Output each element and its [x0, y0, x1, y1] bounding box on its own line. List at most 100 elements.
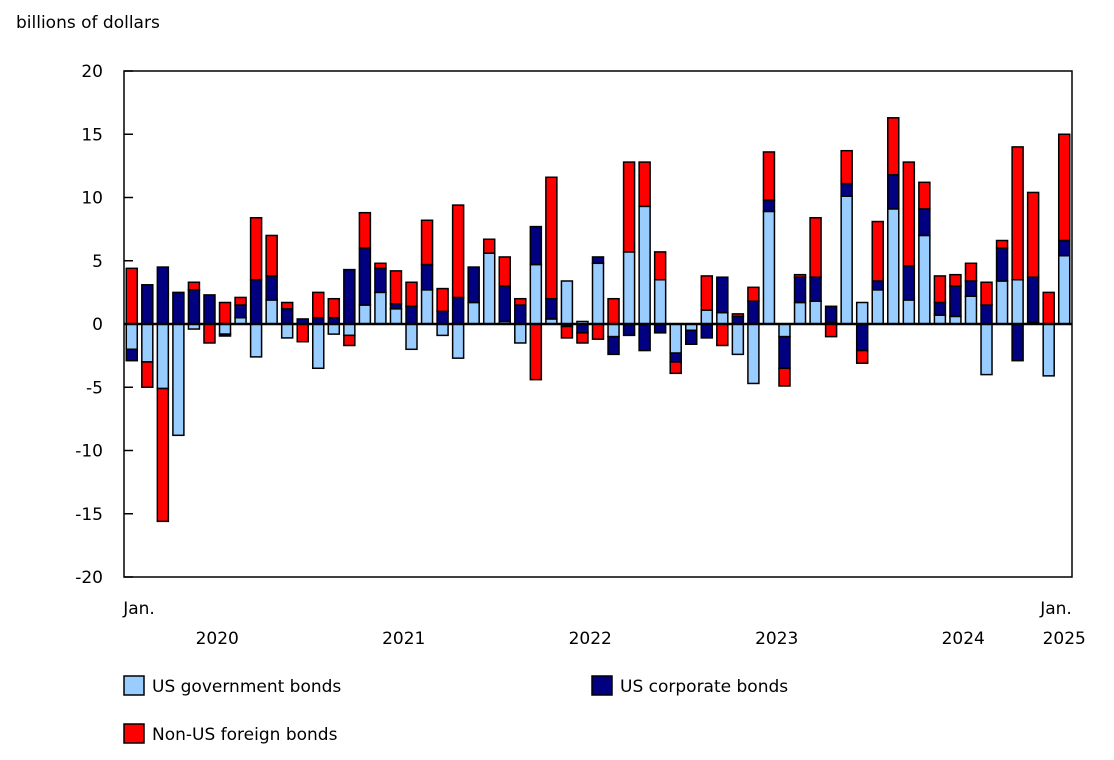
bar-segment-2023-12-us-government-bonds	[855, 301, 869, 325]
bar-segment-2021-10-us-corporate-bonds	[451, 296, 465, 325]
bar-segment-2025-01-us-government-bonds	[1057, 254, 1071, 325]
x-year-label: 2021	[382, 629, 425, 649]
bar-segment-2023-02-us-corporate-bonds	[700, 323, 714, 339]
bar-segment-2020-10-non-us-foreign-bonds	[265, 234, 278, 277]
bar-segment-2021-06-us-corporate-bonds	[389, 303, 403, 310]
bar-segment-2021-02-non-us-foreign-bonds	[327, 297, 341, 319]
bar-segment-2022-07-non-us-foreign-bonds	[591, 323, 605, 340]
bar-segment-2024-02-us-corporate-bonds	[887, 173, 900, 210]
bar-segment-2022-10-us-corporate-bonds	[638, 323, 651, 352]
bar-segment-2022-11-us-government-bonds	[653, 278, 667, 325]
bar-segment-2021-04-non-us-foreign-bonds	[358, 211, 372, 249]
bar-segment-2021-10-non-us-foreign-bonds	[451, 204, 465, 299]
bar-segment-2022-02-non-us-foreign-bonds	[514, 297, 527, 306]
bar-segment-2020-04-us-government-bonds	[172, 323, 185, 437]
bar-segment-2024-07-us-corporate-bonds	[964, 280, 978, 297]
bar-segment-2021-04-us-corporate-bonds	[358, 247, 372, 306]
bar-segment-2023-05-us-government-bonds	[747, 323, 760, 385]
bar-segment-2022-09-us-government-bonds	[622, 251, 636, 325]
bar-segment-2022-08-us-government-bonds	[607, 323, 620, 338]
bar-segment-2021-03-us-corporate-bonds	[343, 268, 356, 325]
bar-segment-2024-05-us-corporate-bonds	[933, 301, 947, 316]
bar-segment-2021-07-us-government-bonds	[405, 323, 418, 351]
bar-segment-2022-11-non-us-foreign-bonds	[653, 251, 667, 281]
bar-segment-2020-03-non-us-foreign-bonds	[156, 387, 170, 523]
bar-segment-2023-11-us-corporate-bonds	[840, 182, 853, 197]
bar-segment-2023-04-non-us-foreign-bonds	[731, 313, 745, 318]
bar-segment-2023-03-us-corporate-bonds	[716, 276, 729, 314]
bar-segment-2024-01-us-corporate-bonds	[871, 280, 884, 291]
bar-segment-2023-03-non-us-foreign-bonds	[716, 323, 729, 347]
bar-segment-2022-03-us-corporate-bonds	[529, 225, 543, 266]
bar-segment-2020-09-non-us-foreign-bonds	[249, 216, 263, 281]
bar-segment-2023-05-us-corporate-bonds	[747, 300, 760, 325]
legend-label: US corporate bonds	[620, 677, 788, 697]
bar-segment-2023-10-us-corporate-bonds	[824, 305, 838, 324]
bar-segment-2024-10-non-us-foreign-bonds	[1011, 146, 1024, 281]
bar-segment-2020-12-non-us-foreign-bonds	[296, 323, 309, 343]
bar-segment-2022-01-non-us-foreign-bonds	[498, 256, 512, 287]
bar-segment-2024-03-non-us-foreign-bonds	[902, 161, 916, 267]
y-tick-label: -5	[86, 378, 103, 398]
bar-segment-2021-06-non-us-foreign-bonds	[389, 270, 403, 305]
bar-segment-2021-03-non-us-foreign-bonds	[343, 334, 356, 347]
bar-segment-2025-01-non-us-foreign-bonds	[1057, 133, 1071, 242]
bar-segment-2021-01-non-us-foreign-bonds	[312, 291, 325, 319]
bar-segment-2022-07-us-government-bonds	[591, 262, 605, 325]
bar-segment-2021-11-us-corporate-bonds	[467, 266, 480, 304]
legend: US government bonds US corporate bonds N…	[123, 675, 788, 745]
bar-segment-2021-10-us-government-bonds	[451, 323, 465, 359]
bar-segment-2022-07-us-corporate-bonds	[591, 256, 605, 265]
bar-segment-2020-04-us-corporate-bonds	[172, 291, 185, 325]
bar-segment-2022-12-us-government-bonds	[669, 323, 682, 354]
bar-segment-2021-08-us-government-bonds	[420, 289, 434, 325]
legend-label: US government bonds	[152, 677, 341, 697]
bar-segment-2022-08-non-us-foreign-bonds	[607, 297, 620, 325]
legend-label: Non-US foreign bonds	[152, 725, 338, 745]
bar-segment-2024-05-non-us-foreign-bonds	[933, 275, 947, 304]
bar-segment-2022-02-us-corporate-bonds	[514, 304, 527, 325]
bar-segment-2022-04-non-us-foreign-bonds	[545, 176, 558, 300]
bar-segment-2021-04-us-government-bonds	[358, 304, 372, 325]
y-tick-label: 10	[81, 189, 103, 209]
bar-segment-2020-07-non-us-foreign-bonds	[218, 301, 232, 325]
y-tick-label: -15	[75, 505, 103, 525]
bar-segment-2023-07-non-us-foreign-bonds	[778, 367, 791, 387]
bar-segment-2020-10-us-government-bonds	[265, 299, 278, 325]
bar-segment-2022-09-us-corporate-bonds	[622, 323, 636, 337]
bar-segment-2021-07-non-us-foreign-bonds	[405, 281, 418, 308]
y-tick-label: -20	[75, 568, 103, 588]
bar-segment-2022-06-us-corporate-bonds	[576, 323, 589, 334]
bar-segment-2021-12-us-government-bonds	[482, 252, 496, 325]
bar-segment-2024-12-non-us-foreign-bonds	[1042, 291, 1055, 325]
bar-segment-2023-06-us-corporate-bonds	[762, 199, 776, 213]
bar-segment-2023-07-us-government-bonds	[778, 323, 791, 338]
bar-segment-2021-05-non-us-foreign-bonds	[374, 262, 387, 270]
bar-segment-2021-12-non-us-foreign-bonds	[482, 238, 496, 254]
bar-segment-2020-08-non-us-foreign-bonds	[234, 296, 247, 306]
bar-segment-2020-09-us-corporate-bonds	[249, 278, 263, 325]
bar-segment-2024-04-us-government-bonds	[918, 234, 931, 325]
bar-segment-2023-02-us-government-bonds	[700, 309, 714, 325]
bar-segment-2020-11-us-government-bonds	[280, 323, 294, 339]
bar-segment-2024-09-non-us-foreign-bonds	[995, 239, 1009, 249]
bar-segment-2020-05-non-us-foreign-bonds	[187, 281, 201, 291]
bar-segment-2023-09-us-government-bonds	[809, 300, 822, 325]
bar-segment-2020-11-non-us-foreign-bonds	[280, 301, 294, 310]
bar-segment-2022-05-non-us-foreign-bonds	[560, 325, 574, 339]
bar-segment-2022-12-non-us-foreign-bonds	[669, 361, 682, 375]
bar-segment-2020-08-us-corporate-bonds	[234, 304, 247, 319]
legend-item-non-us-foreign-bonds: Non-US foreign bonds	[123, 723, 338, 745]
x-year-label: 2020	[196, 629, 239, 649]
bar-segment-2020-02-non-us-foreign-bonds	[141, 361, 154, 389]
bar-segment-2022-03-non-us-foreign-bonds	[529, 323, 543, 381]
bar-segment-2022-12-us-corporate-bonds	[669, 352, 682, 363]
bar-segment-2023-01-us-corporate-bonds	[684, 329, 698, 345]
bar-segment-2021-02-us-government-bonds	[327, 323, 341, 335]
bar-segment-2024-08-us-corporate-bonds	[980, 304, 993, 325]
bar-segment-2024-02-non-us-foreign-bonds	[887, 117, 900, 176]
bar-segment-2022-03-us-government-bonds	[529, 263, 543, 325]
bar-segment-2020-03-us-government-bonds	[156, 323, 170, 390]
bar-segment-2023-04-us-government-bonds	[731, 323, 745, 356]
bar-segment-2024-02-us-government-bonds	[887, 208, 900, 325]
